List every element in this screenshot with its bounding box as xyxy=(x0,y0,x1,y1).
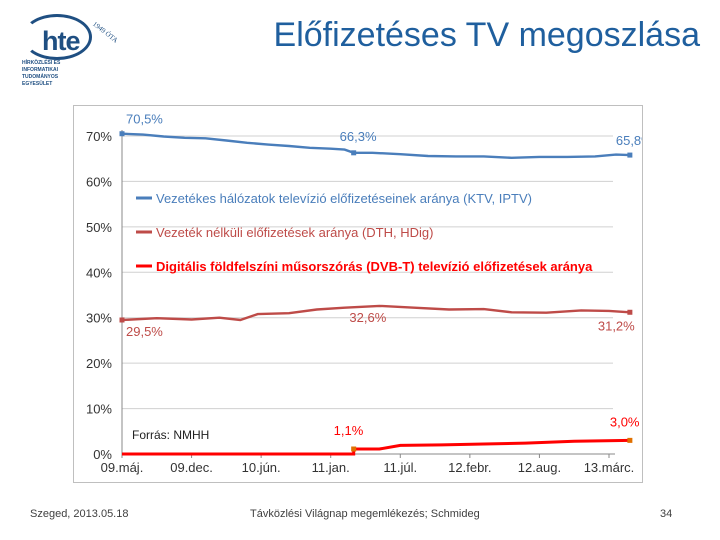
legend-label: Vezetékes hálózatok televízió előfizetés… xyxy=(156,191,532,206)
source-note: Forrás: NMHH xyxy=(132,428,209,442)
data-label: 66,3% xyxy=(340,129,377,144)
logo-line: TUDOMÁNYOS xyxy=(22,74,59,80)
x-tick-label: 12.febr. xyxy=(448,460,491,475)
logo-since: 1949 ÓTA xyxy=(91,20,120,45)
series-marker xyxy=(351,446,357,452)
y-tick-label: 60% xyxy=(86,174,112,189)
data-label: 3,0% xyxy=(610,414,640,429)
data-label: 1,1% xyxy=(334,423,364,438)
x-tick-label: 13.márc. xyxy=(584,460,635,475)
footer-event: Távközlési Világnap megemlékezés; Schmid… xyxy=(250,508,480,520)
legend-label: Digitális földfelszíni műsorszórás (DVB-… xyxy=(156,259,593,274)
series-marker xyxy=(627,152,633,158)
x-tick-label: 12.aug. xyxy=(518,460,561,475)
series-marker xyxy=(627,309,633,315)
logo-line: HÍRKÖZLÉSI ÉS xyxy=(22,60,61,66)
x-tick-label: 11.jan. xyxy=(312,460,350,475)
y-tick-label: 70% xyxy=(86,129,112,144)
y-tick-label: 10% xyxy=(86,402,112,417)
series-line-1 xyxy=(121,132,630,160)
logo-ring xyxy=(22,14,92,60)
y-tick-label: 50% xyxy=(86,220,112,235)
chart-frame: 0% 10% 20% 30% 40% 50% 60% 70% 09.máj. 09.dec. 10.… xyxy=(73,105,643,483)
x-tick-label: 09.máj. xyxy=(101,460,144,475)
series-marker xyxy=(627,437,633,443)
y-tick-label: 0% xyxy=(93,447,112,462)
data-label: 29,5% xyxy=(126,324,163,339)
y-tick-label: 20% xyxy=(86,356,112,371)
data-label: 70,5% xyxy=(126,112,163,127)
legend-label: Vezeték nélküli előfizetések aránya (DTH… xyxy=(156,225,433,240)
footer-date: Szeged, 2013.05.18 xyxy=(30,508,129,520)
x-tick-label: 10.jún. xyxy=(242,460,281,475)
series-marker xyxy=(119,131,125,137)
series-marker xyxy=(351,150,357,156)
page-number: 34 xyxy=(660,508,673,520)
logo-line: EGYESÜLET xyxy=(22,81,53,87)
logo-mark: hte xyxy=(20,12,92,60)
series-line-3 xyxy=(122,438,630,456)
y-tick-label: 40% xyxy=(86,265,112,280)
logo-line: INFORMATIKAI xyxy=(22,67,59,73)
logo-subtitle: HÍRKÖZLÉSI ÉS INFORMATIKAI TUDOMÁNYOS EG… xyxy=(22,60,60,88)
series-marker xyxy=(119,317,125,323)
data-label: 32,6% xyxy=(349,310,386,325)
line-chart: 0% 10% 20% 30% 40% 50% 60% 70% 09.máj. 09.dec. 10.… xyxy=(86,112,642,475)
series-line-2 xyxy=(121,304,630,322)
y-tick-label: 30% xyxy=(86,311,112,326)
x-tick-label: 11.júl. xyxy=(383,460,417,475)
logo-word: hte xyxy=(42,26,80,56)
hte-logo: hte 1949 ÓTA HÍRKÖZLÉSI ÉS INFORMATIKAI … xyxy=(12,8,132,88)
data-label: 65,8% xyxy=(616,133,642,148)
x-tick-label: 09.dec. xyxy=(170,460,213,475)
data-label: 31,2% xyxy=(598,318,635,333)
slide-title: Előfizetéses TV megoszlása xyxy=(273,16,700,54)
